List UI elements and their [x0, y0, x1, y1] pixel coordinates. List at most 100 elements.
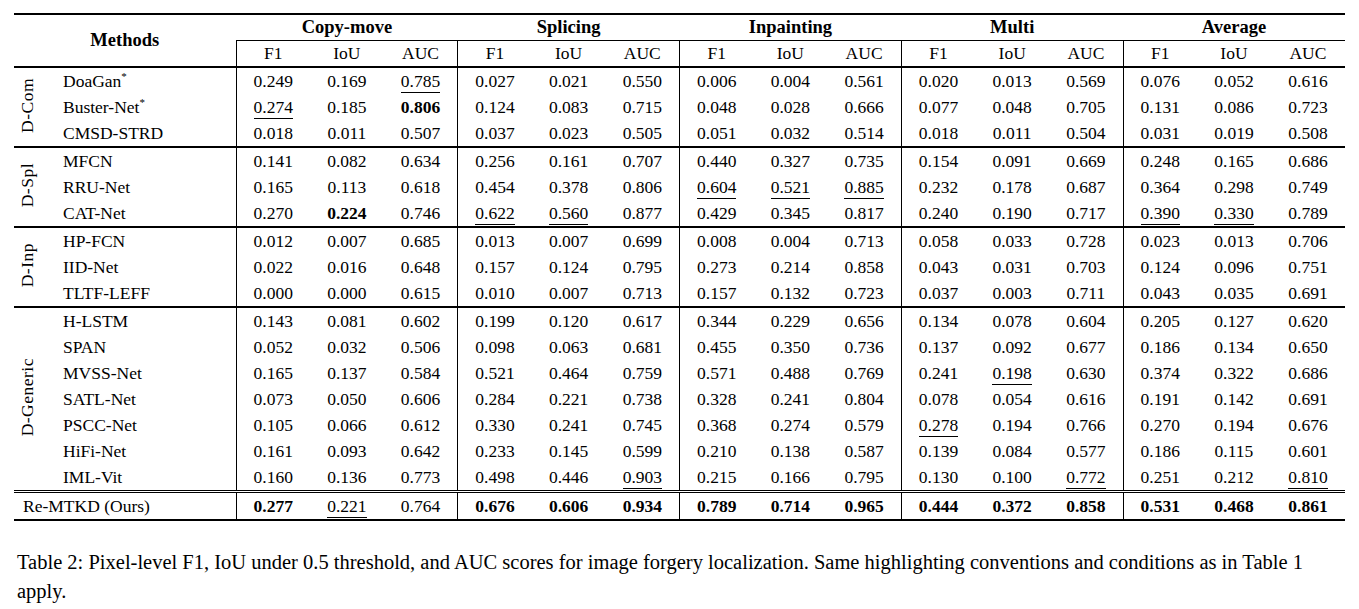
row-group-label-text: D-Spl — [18, 163, 36, 207]
metric-header: F1 — [236, 41, 310, 68]
metric-cell: 0.506 — [384, 334, 458, 360]
metric-cell: 0.368 — [680, 412, 754, 438]
table-row: SPAN0.0520.0320.5060.0980.0630.6810.4550… — [14, 334, 1345, 360]
metric-cell: 0.615 — [384, 280, 458, 307]
metric-cell: 0.965 — [827, 492, 901, 521]
metric-cell: 0.642 — [384, 438, 458, 464]
metric-header: IoU — [753, 41, 827, 68]
metric-cell: 0.021 — [532, 67, 606, 94]
metric-cell: 0.165 — [236, 174, 310, 200]
metric-cell: 0.714 — [753, 492, 827, 521]
table-body: D-ComDoaGan*0.2490.1690.7850.0270.0210.5… — [14, 67, 1345, 520]
metric-cell: 0.165 — [236, 360, 310, 386]
method-name: HP-FCN — [40, 227, 236, 254]
metric-cell: 0.521 — [753, 174, 827, 200]
metric-cell: 0.330 — [458, 412, 532, 438]
metric-cell: 0.007 — [532, 280, 606, 307]
metric-cell: 0.561 — [827, 67, 901, 94]
metric-cell: 0.115 — [1197, 438, 1271, 464]
metric-cell: 0.137 — [310, 360, 384, 386]
method-name: Buster-Net* — [40, 94, 236, 120]
metric-cell: 0.669 — [1049, 147, 1123, 174]
metric-cell: 0.081 — [310, 307, 384, 334]
method-name: CMSD-STRD — [40, 120, 236, 147]
metric-cell: 0.746 — [384, 200, 458, 227]
metric-cell: 0.274 — [236, 94, 310, 120]
metric-cell: 0.048 — [680, 94, 754, 120]
method-name: IML-Vit — [40, 464, 236, 492]
metric-cell: 0.124 — [532, 254, 606, 280]
metric-cell: 0.322 — [1197, 360, 1271, 386]
metric-cell: 0.169 — [310, 67, 384, 94]
page: MethodsCopy-moveSplicingInpaintingMultiA… — [0, 0, 1359, 605]
underlined-value: 0.198 — [992, 363, 1031, 385]
metric-cell: 0.677 — [1049, 334, 1123, 360]
underlined-value: 0.330 — [1214, 203, 1253, 225]
metric-cell: 0.191 — [1123, 386, 1197, 412]
metric-cell: 0.650 — [1271, 334, 1345, 360]
metric-cell: 0.751 — [1271, 254, 1345, 280]
metric-cell: 0.043 — [1123, 280, 1197, 307]
metric-cell: 0.048 — [975, 94, 1049, 120]
metric-header: F1 — [1123, 41, 1197, 68]
metric-cell: 0.666 — [827, 94, 901, 120]
metric-cell: 0.468 — [1197, 492, 1271, 521]
metric-cell: 0.105 — [236, 412, 310, 438]
table-row: D-SplMFCN0.1410.0820.6340.2560.1610.7070… — [14, 147, 1345, 174]
metric-cell: 0.634 — [384, 147, 458, 174]
method-name: MVSS-Net — [40, 360, 236, 386]
underlined-value: 0.278 — [919, 415, 958, 437]
metric-cell: 0.032 — [310, 334, 384, 360]
metric-header: F1 — [458, 41, 532, 68]
metric-cell: 0.008 — [680, 227, 754, 254]
metric-cell: 0.604 — [1049, 307, 1123, 334]
metric-cell: 0.464 — [532, 360, 606, 386]
metric-cell: 0.785 — [384, 67, 458, 94]
metric-cell: 0.006 — [680, 67, 754, 94]
metric-cell: 0.327 — [753, 147, 827, 174]
metric-cell: 0.298 — [1197, 174, 1271, 200]
column-group-header: Inpainting — [680, 14, 902, 41]
row-group-label-text: D-Generic — [18, 358, 36, 436]
metric-cell: 0.229 — [753, 307, 827, 334]
metric-cell: 0.054 — [975, 386, 1049, 412]
table-row: D-InpHP-FCN0.0120.0070.6850.0130.0070.69… — [14, 227, 1345, 254]
metric-cell: 0.769 — [827, 360, 901, 386]
metric-cell: 0.120 — [532, 307, 606, 334]
metric-cell: 0.681 — [606, 334, 680, 360]
metric-cell: 0.390 — [1123, 200, 1197, 227]
metric-cell: 0.084 — [975, 438, 1049, 464]
metric-cell: 0.429 — [680, 200, 754, 227]
metric-cell: 0.691 — [1271, 280, 1345, 307]
metric-cell: 0.713 — [606, 280, 680, 307]
metric-cell: 0.861 — [1271, 492, 1345, 521]
metric-cell: 0.622 — [458, 200, 532, 227]
metric-cell: 0.027 — [458, 67, 532, 94]
header-row-groups: MethodsCopy-moveSplicingInpaintingMultiA… — [14, 14, 1345, 41]
metric-header: AUC — [1049, 41, 1123, 68]
metric-cell: 0.344 — [680, 307, 754, 334]
method-name: TLTF-LEFF — [40, 280, 236, 307]
metric-cell: 0.023 — [1123, 227, 1197, 254]
metric-cell: 0.000 — [310, 280, 384, 307]
row-group-label: D-Com — [14, 67, 40, 147]
metric-cell: 0.789 — [680, 492, 754, 521]
metric-cell: 0.023 — [532, 120, 606, 147]
metric-cell: 0.004 — [753, 227, 827, 254]
metric-cell: 0.284 — [458, 386, 532, 412]
metric-cell: 0.020 — [901, 67, 975, 94]
metric-cell: 0.571 — [680, 360, 754, 386]
table-row: Buster-Net*0.2740.1850.8060.1240.0830.71… — [14, 94, 1345, 120]
metric-cell: 0.773 — [384, 464, 458, 492]
underlined-value: 0.390 — [1141, 203, 1180, 225]
metric-cell: 0.612 — [384, 412, 458, 438]
metric-cell: 0.210 — [680, 438, 754, 464]
metric-cell: 0.514 — [827, 120, 901, 147]
metric-cell: 0.248 — [1123, 147, 1197, 174]
ours-row: Re-MTKD (Ours)0.2770.2210.7640.6760.6060… — [14, 492, 1345, 521]
metric-cell: 0.166 — [753, 464, 827, 492]
metric-cell: 0.772 — [1049, 464, 1123, 492]
metric-cell: 0.018 — [236, 120, 310, 147]
metric-cell: 0.028 — [753, 94, 827, 120]
metric-cell: 0.488 — [753, 360, 827, 386]
